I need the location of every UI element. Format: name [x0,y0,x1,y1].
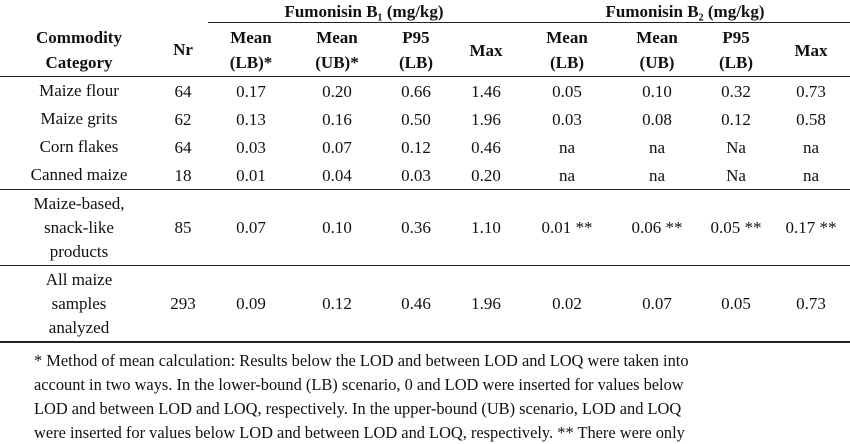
footnote: * Method of mean calculation: Results be… [0,343,842,444]
cell-b2-mean-lb: 0.01 ** [520,189,615,266]
footnote-line: account in two ways. In the lower-bound … [34,375,684,394]
col-header-category: Commodity Category [0,22,158,77]
group-header-spacer [0,0,208,23]
cell-b1-max: 1.46 [471,81,501,101]
table-row-all-maize-samples-analyzed: All maize samples analyzed 293 0.09 0.12 0… [0,265,850,343]
cell-b2-mean-ub: 0.07 [614,265,701,343]
cell-b1-mean-lb: 0.03 [236,137,266,157]
cell-b1-max: 1.10 [452,189,521,266]
table-row-canned-maize: Canned maize 18 0.01 0.04 0.03 0.20 na n… [0,161,850,190]
cell-b2-p95: 0.32 [721,81,751,101]
column-header-row: Commodity Category Nr Mean (LB)* Mean (UB)*… [0,22,850,77]
col-header-b2-mean-lb: Mean (LB) [520,22,615,77]
footnote-area: * Method of mean calculation: Results be… [0,343,850,444]
cell-b1-mean-lb: 0.01 [236,165,266,185]
cell-b2-p95: Na [726,137,746,157]
cell-b2-mean-lb: 0.02 [520,265,615,343]
cell-b1-mean-ub: 0.16 [322,109,352,129]
cell-b2-max: 0.58 [796,109,826,129]
cell-b2-mean-ub: 0.08 [642,109,672,129]
table-row-corn-flakes: Corn flakes 64 0.03 0.07 0.12 0.46 na na… [0,133,850,161]
cell-b1-max: 0.46 [471,137,501,157]
cell-b2-mean-lb: 0.05 [552,81,582,101]
cell-b2-mean-ub: 0.06 ** [614,189,701,266]
cell-b2-max: na [803,137,820,157]
footnote-line: LOD and between LOD and LOQ, respectivel… [34,399,682,418]
col-header-b2-mean-ub: Mean (UB) [614,22,701,77]
cell-nr: 62 [174,109,192,129]
col-header-b2-p95: P95 (LB) [700,22,773,77]
cell-b2-p95: 0.12 [721,109,751,129]
cell-b1-mean-lb: 0.07 [208,189,294,266]
fumonisin-table: Fumonisin B₁ (mg/kg) Fumonisin B₂ (mg/kg… [0,0,850,343]
cell-category: All maize samples analyzed [0,265,158,343]
table-row-maize-flour: Maize flour 64 0.17 0.20 0.66 1.46 0.05 … [0,77,850,106]
cell-b1-mean-lb: 0.13 [236,109,266,129]
cell-category: Corn flakes [39,137,119,156]
cell-b2-p95: 0.05 ** [700,189,773,266]
cell-b2-mean-ub: na [648,165,666,185]
cell-category: Maize grits [40,109,118,128]
cell-nr: 293 [158,265,208,343]
footnote-line: * Method of mean calculation: Results be… [34,351,689,370]
col-header-nr: Nr [158,22,208,77]
col-header-b1-max: Max [452,22,521,77]
cell-b1-mean-ub: 0.20 [322,81,352,101]
cell-nr: 18 [174,165,192,185]
cell-b2-max: 0.17 ** [772,189,850,266]
cell-b1-mean-lb: 0.17 [236,81,266,101]
cell-b1-p95: 0.36 [380,189,452,266]
cell-nr: 64 [174,81,192,101]
group-header-row: Fumonisin B₁ (mg/kg) Fumonisin B₂ (mg/kg… [0,0,850,23]
cell-b2-mean-lb: na [558,165,576,185]
cell-b2-max: na [803,165,820,185]
table-row-maize-grits: Maize grits 62 0.13 0.16 0.50 1.96 0.03 … [0,105,850,133]
footnote-line: were inserted for values below LOD and b… [34,423,685,442]
cell-nr: 85 [158,189,208,266]
cell-b1-p95: 0.50 [401,109,431,129]
cell-b1-max: 1.96 [471,109,501,129]
cell-category: Maize-based, snack-like products [0,189,158,266]
cell-b1-mean-ub: 0.10 [294,189,380,266]
table-row-maize-based-snack-like-products: Maize-based, snack-like products 85 0.07 0… [0,189,850,266]
cell-category: Maize flour [39,81,119,100]
col-header-b1-mean-lb: Mean (LB)* [208,22,294,77]
cell-b2-max: 0.73 [772,265,850,343]
cell-b1-p95: 0.12 [401,137,431,157]
cell-b2-mean-lb: na [558,137,576,157]
cell-b1-p95: 0.66 [401,81,431,101]
cell-b1-max: 0.20 [471,165,501,185]
cell-b1-mean-ub: 0.07 [322,137,352,157]
cell-b2-p95: 0.05 [700,265,773,343]
cell-b2-max: 0.73 [796,81,826,101]
cell-b2-mean-ub: 0.10 [642,81,672,101]
group-header-fumonisin-b2: Fumonisin B₂ (mg/kg) [520,0,850,23]
col-header-b1-p95: P95 (LB) [380,22,452,77]
cell-b2-mean-ub: na [648,137,666,157]
col-header-b1-mean-ub: Mean (UB)* [294,22,380,77]
cell-b1-mean-ub: 0.12 [294,265,380,343]
cell-b2-p95: Na [726,165,746,185]
cell-category: Canned maize [30,165,128,184]
col-header-b2-max: Max [772,22,850,77]
group-header-fumonisin-b1: Fumonisin B₁ (mg/kg) [208,0,521,23]
cell-b1-max: 1.96 [452,265,521,343]
cell-nr: 64 [174,137,192,157]
cell-b1-mean-ub: 0.04 [322,165,352,185]
cell-b1-p95: 0.46 [380,265,452,343]
cell-b2-mean-lb: 0.03 [552,109,582,129]
cell-b1-mean-lb: 0.09 [208,265,294,343]
cell-b1-p95: 0.03 [401,165,431,185]
